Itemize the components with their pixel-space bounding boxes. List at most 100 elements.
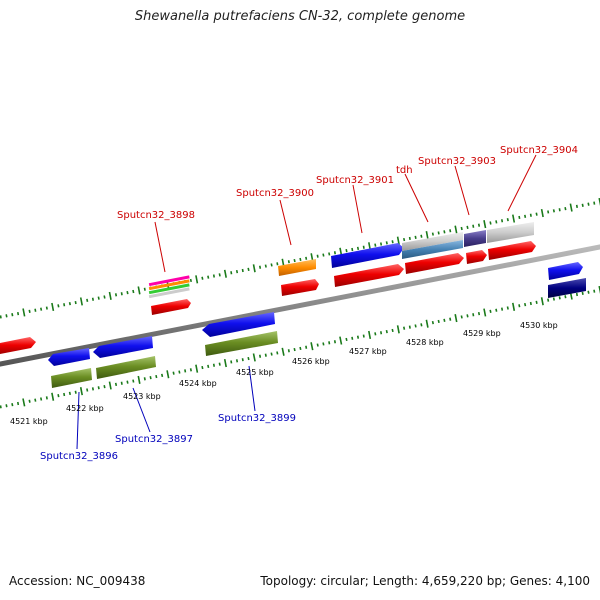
gene-label-sputcn32-3903[interactable]: Sputcn32_3903 (418, 156, 496, 167)
tick-mark (431, 320, 434, 325)
gene-sputcn32-3901[interactable] (331, 243, 404, 268)
tick-mark (322, 342, 325, 346)
tick-mark (547, 298, 550, 302)
tick-mark (252, 353, 256, 362)
tick-mark (34, 398, 37, 402)
tick-mark (120, 292, 123, 296)
tick-mark (420, 234, 423, 238)
gene-label-sputcn32-3897[interactable]: Sputcn32_3897 (115, 434, 193, 445)
tick-mark (408, 325, 411, 329)
tick-mark (414, 235, 417, 239)
tick-mark (403, 326, 406, 330)
tick-mark (569, 203, 573, 212)
gene-tdh-lightgray[interactable] (402, 232, 463, 251)
tick-mark (287, 260, 290, 264)
tick-mark (22, 398, 26, 407)
tick-mark (235, 359, 239, 363)
tick-mark (518, 304, 521, 308)
tick-mark (472, 313, 475, 317)
gene-partial-right-navy[interactable] (548, 278, 586, 298)
gene-label-tdh[interactable]: tdh (396, 165, 413, 176)
gene-sputcn32-3903-slate[interactable] (464, 230, 486, 247)
tick-mark (547, 210, 550, 214)
tick-mark (495, 308, 498, 312)
gene-label-sputcn32-3899[interactable]: Sputcn32_3899 (218, 413, 296, 424)
gene-sputcn32-3904-lightgray[interactable] (487, 222, 534, 243)
tick-mark (587, 290, 590, 294)
tick-mark (460, 226, 463, 231)
tick-mark (564, 295, 567, 299)
tick-mark (414, 324, 417, 328)
tick-mark (501, 307, 504, 311)
tick-mark (540, 208, 544, 218)
tick-mark (201, 276, 204, 280)
tick-mark (454, 225, 458, 234)
tick-mark (425, 319, 429, 328)
kbp-label: 4526 kbp (292, 357, 330, 366)
tick-mark (351, 247, 354, 252)
gene-sputcn32-3900-orange[interactable] (278, 259, 316, 276)
tick-mark (449, 317, 452, 321)
gene-sputcn32-3899[interactable] (202, 312, 275, 337)
gene-sputcn32-3897[interactable] (93, 336, 153, 358)
gene-sputcn32-3899-cds[interactable] (205, 331, 278, 356)
gene-sputcn32-3904-cds[interactable] (488, 241, 536, 260)
gene-sputcn32-3896-cds[interactable] (51, 368, 92, 388)
tick-mark (535, 212, 538, 216)
tick-mark (287, 349, 290, 353)
tick-mark (11, 313, 14, 317)
tick-mark (259, 265, 262, 269)
reverse-label-pointers (76, 365, 256, 450)
tick-mark (189, 368, 192, 372)
tick-mark (45, 396, 48, 400)
tick-mark (558, 296, 561, 300)
tick-mark (501, 219, 504, 223)
tick-mark (108, 381, 112, 390)
tick-mark (178, 370, 181, 374)
tick-mark (529, 301, 532, 306)
tick-mark (114, 382, 118, 387)
gene-partial-left-cds[interactable] (0, 337, 36, 355)
tick-mark (28, 399, 31, 403)
tick-mark (391, 240, 394, 244)
accession-text: Accession: NC_009438 (9, 574, 146, 588)
tick-mark (345, 337, 348, 342)
tick-mark (535, 300, 538, 304)
tick-mark (74, 390, 77, 394)
tick-mark (408, 236, 411, 241)
forward-features (0, 222, 586, 355)
gene-sputcn32-3896[interactable] (48, 348, 90, 366)
gene-label-sputcn32-3898[interactable]: Sputcn32_3898 (117, 210, 195, 221)
tick-mark (252, 264, 256, 273)
tick-mark (223, 269, 227, 278)
gene-sputcn32-3897-cds[interactable] (96, 356, 156, 379)
tick-mark (310, 342, 314, 351)
tick-mark (333, 251, 336, 255)
gene-sputcn32-3900-cds[interactable] (281, 279, 319, 296)
tick-mark (518, 215, 521, 220)
tick-mark (374, 332, 377, 336)
gene-sputcn32-3903-cds[interactable] (466, 250, 487, 264)
tick-mark (132, 379, 135, 383)
gene-label-sputcn32-3901[interactable]: Sputcn32_3901 (316, 175, 394, 186)
gene-label-sputcn32-3896[interactable]: Sputcn32_3896 (40, 451, 118, 462)
gene-tdh-steelblue[interactable] (402, 240, 463, 259)
tick-mark (495, 220, 498, 224)
tick-mark (166, 370, 170, 379)
gene-label-sputcn32-3904[interactable]: Sputcn32_3904 (500, 145, 578, 156)
tick-mark (137, 375, 141, 384)
gene-sputcn32-3901-cds[interactable] (334, 264, 404, 287)
tick-mark (293, 347, 296, 352)
gene-partial-right-blue[interactable] (548, 262, 583, 280)
tick-mark (103, 385, 106, 389)
tick-mark (512, 302, 516, 311)
tick-mark (396, 325, 400, 334)
tick-mark (293, 258, 296, 263)
gene-label-sputcn32-3900[interactable]: Sputcn32_3900 (236, 188, 314, 199)
tick-mark (68, 391, 71, 396)
tick-mark (207, 275, 210, 279)
gene-sputcn32-3898-cds[interactable] (151, 299, 191, 315)
kbp-scale: 4521 kbp 4522 kbp 4523 kbp 4524 kbp 4525… (10, 321, 558, 426)
tick-mark (552, 209, 555, 213)
gene-tdh-cds[interactable] (405, 253, 464, 274)
